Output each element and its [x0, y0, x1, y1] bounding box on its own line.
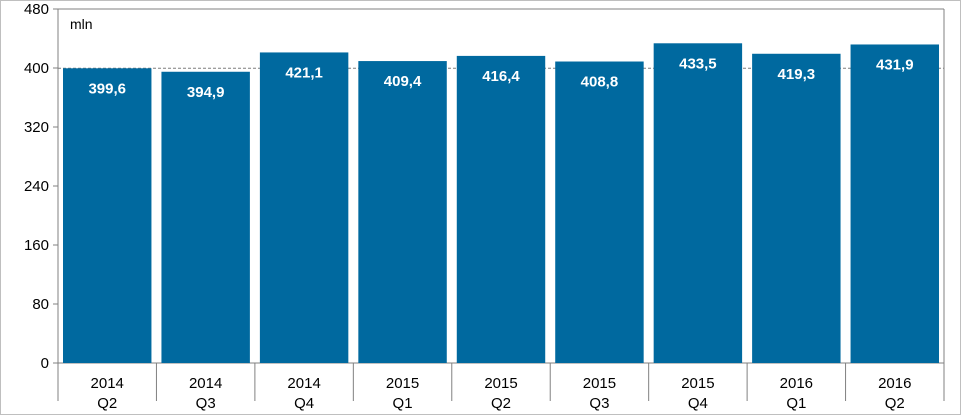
bar	[358, 61, 447, 363]
x-tick-label-year: 2015	[386, 375, 419, 392]
unit-label: mln	[70, 16, 93, 32]
y-tick-label: 400	[24, 60, 49, 77]
data-label: 419,3	[778, 66, 816, 83]
y-tick-label: 240	[24, 178, 49, 195]
x-tick-label-year: 2015	[484, 375, 517, 392]
x-tick-label-quarter: Q1	[393, 395, 413, 412]
x-tick-label-year: 2014	[189, 375, 222, 392]
y-tick-label: 160	[24, 237, 49, 254]
bar	[161, 71, 250, 363]
x-tick-label-year: 2016	[878, 375, 911, 392]
y-tick-label: 0	[41, 355, 49, 372]
x-tick-label-quarter: Q2	[97, 395, 117, 412]
bar	[850, 44, 939, 363]
y-tick-label: 480	[24, 1, 49, 18]
x-tick-label-quarter: Q1	[786, 395, 806, 412]
data-label: 409,4	[384, 73, 422, 90]
x-tick-label-year: 2016	[780, 375, 813, 392]
bar	[555, 61, 644, 363]
bar	[456, 55, 546, 363]
x-axis: 2014 Q2 2014 Q3 2014 Q4 2015 Q1 2015 Q2 2015 Q3 2015…	[57, 362, 945, 412]
y-tick-label: 320	[24, 119, 49, 136]
x-tick-label-year: 2014	[287, 375, 320, 392]
x-tick-label-quarter: Q2	[491, 395, 511, 412]
bar	[653, 43, 743, 363]
bars	[63, 43, 939, 364]
x-tick-label-quarter: Q3	[589, 395, 609, 412]
bar	[259, 52, 349, 363]
data-label: 421,1	[285, 64, 323, 81]
data-label: 394,9	[187, 84, 225, 101]
data-label: 399,6	[88, 80, 126, 97]
bar	[752, 53, 841, 364]
data-label: 408,8	[581, 74, 619, 91]
x-tick-label-year: 2015	[583, 375, 616, 392]
data-label: 431,9	[876, 56, 914, 73]
data-label: 416,4	[482, 68, 520, 85]
y-tick-label: 80	[32, 296, 49, 313]
bar	[63, 68, 152, 364]
x-tick-label-quarter: Q4	[294, 395, 314, 412]
x-tick-label-quarter: Q4	[688, 395, 708, 412]
x-tick-label-quarter: Q3	[196, 395, 216, 412]
x-tick-label-year: 2014	[91, 375, 124, 392]
x-tick-label-quarter: Q2	[885, 395, 905, 412]
data-labels: 399,6 394,9 421,1 409,4 416,4 408,8 433,5 419,3…	[88, 55, 913, 100]
data-label: 433,5	[679, 55, 717, 72]
x-tick-label-year: 2015	[681, 375, 714, 392]
